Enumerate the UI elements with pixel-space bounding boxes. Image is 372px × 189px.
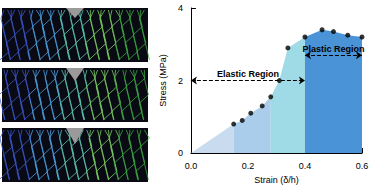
svg-text:4: 4: [178, 3, 183, 13]
svg-text:0.6: 0.6: [356, 161, 369, 171]
svg-text:Plastic Region: Plastic Region: [302, 44, 364, 54]
svg-text:2: 2: [178, 76, 183, 86]
svg-text:0.0: 0.0: [185, 161, 198, 171]
svg-text:Strain (δ/h): Strain (δ/h): [254, 175, 299, 185]
svg-text:0.2: 0.2: [242, 161, 255, 171]
svg-text:Stress (MPa): Stress (MPa): [158, 54, 168, 107]
svg-text:0: 0: [178, 148, 183, 158]
svg-text:0.4: 0.4: [299, 161, 312, 171]
svg-text:Elastic Region: Elastic Region: [217, 69, 279, 79]
